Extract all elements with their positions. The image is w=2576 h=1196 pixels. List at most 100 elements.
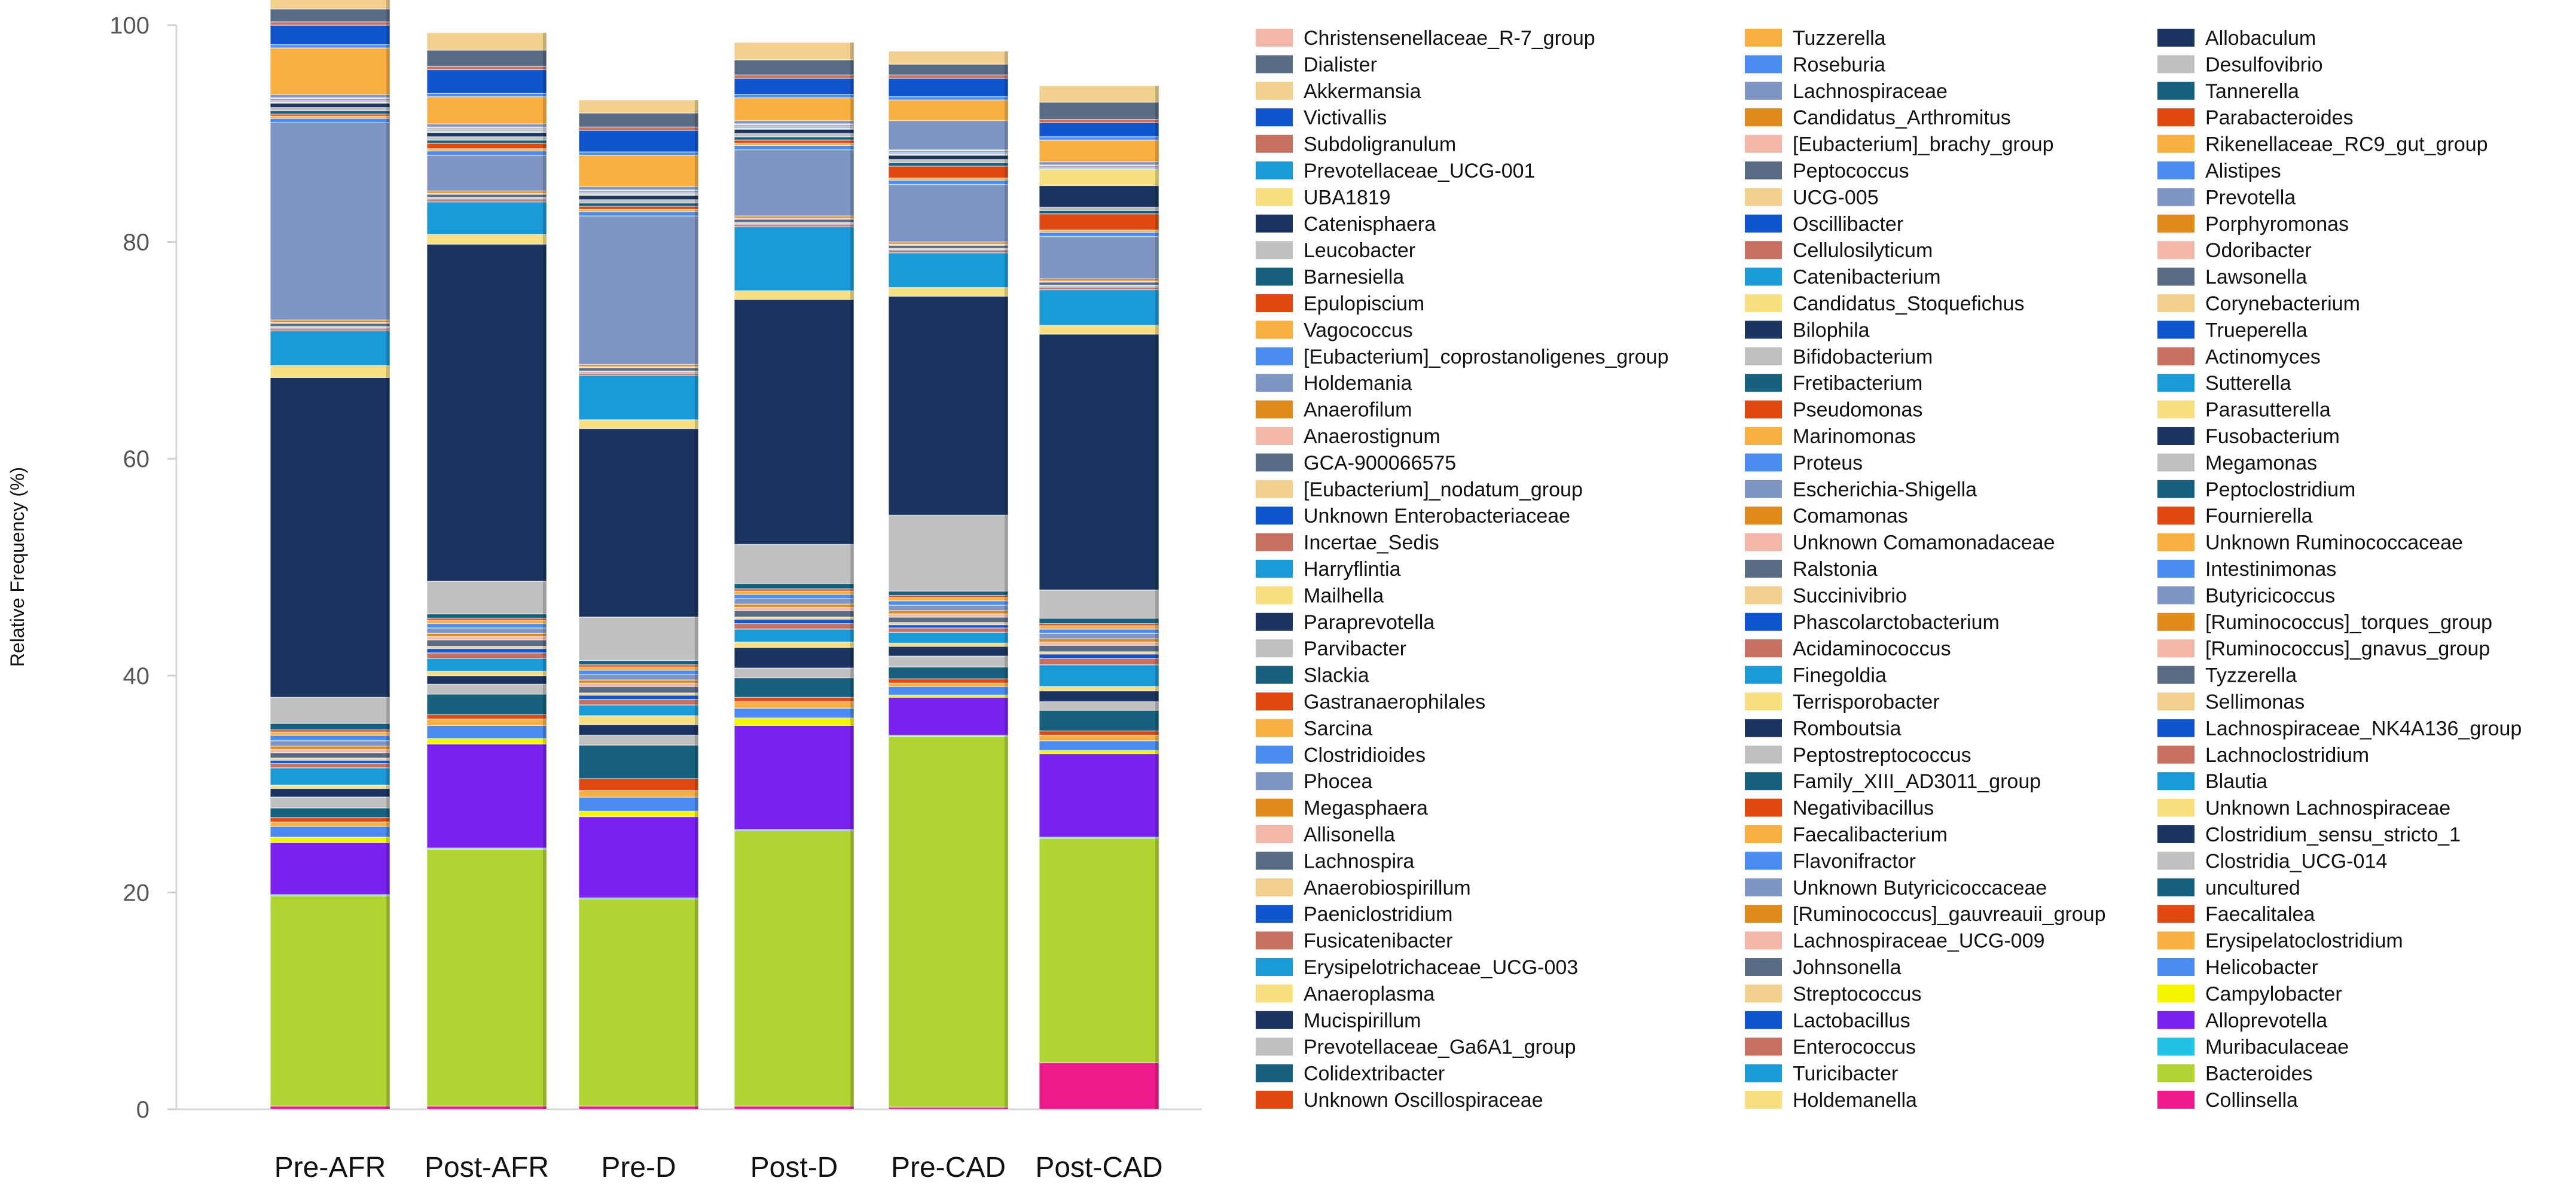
bar-segment [1039,753,1159,838]
y-tick-label: 0 [136,1097,149,1123]
legend-swatch [2157,241,2195,260]
bar-segment [426,658,547,672]
bar-segment [270,734,390,742]
legend-swatch [1256,55,1293,74]
legend-label: Finegoldia [1793,664,1887,687]
bar-segment [578,790,699,798]
legend-item: Muribaculaceae [2157,1036,2349,1058]
bar-segment [888,184,1009,243]
legend-swatch [2157,81,2195,100]
legend-item: Candidatus_Stoquefichus [1745,292,2025,315]
bar-segment [426,234,547,245]
bar-segment [734,590,854,595]
bar-segment [426,201,547,235]
legend-swatch [2157,507,2195,525]
bar-segment [578,816,699,899]
legend-item: Holdemania [1256,372,1412,395]
legend-swatch [1256,639,1293,658]
legend-label: Mucispirillum [1304,1009,1421,1032]
bar-segment [270,8,390,23]
bar-segment [270,322,390,327]
legend-label: Faecalibacterium [1793,823,1948,846]
bar-segment [734,610,854,618]
bar-segment [888,597,1009,602]
legend-label: Anaerofilum [1304,399,1412,422]
legend-item: [Ruminococcus]_gnavus_group [2157,637,2490,660]
legend-swatch [1256,507,1293,525]
legend-label: Bifidobacterium [1793,346,1933,368]
legend-swatch [2157,427,2195,445]
legend-label: Blautia [2205,770,2267,793]
legend-item: Fusicatenibacter [1256,930,1452,953]
legend-label: Fournierella [2205,505,2313,527]
bar-segment [888,514,1009,592]
legend-label: [Eubacterium]_nodatum_group [1304,478,1583,501]
legend-swatch [1256,400,1293,419]
bar-segment [734,641,854,648]
legend-item: Lawsonella [2157,266,2307,289]
legend-item: Lachnospira [1256,850,1414,872]
legend-label: Slackia [1304,664,1369,687]
bar-segment [1039,210,1159,215]
bar-segment [270,330,390,367]
legend-item: Unknown Ruminococcaceae [2157,532,2463,554]
legend-item: [Eubacterium]_brachy_group [1745,133,2054,156]
bar-segment [888,605,1009,611]
legend-swatch [1745,852,1782,870]
legend-swatch [1256,321,1293,339]
legend: Christensenellaceae_R-7_group Dialister Ak… [1256,27,2522,1112]
legend-label: Colidextribacter [1304,1063,1445,1085]
bar-segment [734,133,854,138]
legend-item: Prevotellaceae_Ga6A1_group [1256,1036,1576,1058]
legend-swatch [1256,984,1293,1003]
bar-segment [426,714,547,720]
legend-label: Anaerobiospirillum [1304,877,1471,899]
legend-label: Parvibacter [1304,637,1406,660]
bar-segment [888,617,1009,623]
legend-label: [Eubacterium]_brachy_group [1793,133,2054,156]
legend-label: Clostridia_UCG-014 [2205,850,2387,872]
bar-segment [1039,101,1159,120]
bar-segment [888,245,1009,249]
legend-label: Allisonella [1304,823,1395,846]
bar-segment [426,639,547,647]
legend-label: Megasphaera [1304,797,1428,820]
bar-segment [270,44,390,48]
legend-label: Johnsonella [1793,956,1902,979]
bar-segment [578,797,699,812]
legend-label: Lachnospira [1304,850,1414,872]
legend-item: Campylobacter [2157,983,2342,1005]
bar-segment [734,707,854,719]
legend-item: Slackia [1256,664,1369,687]
legend-item: Clostridioides [1256,744,1426,767]
legend-swatch [1256,666,1293,684]
legend-label: Victivallis [1304,106,1387,129]
legend-item: Corynebacterium [2157,292,2360,315]
bar-segment [888,162,1009,167]
legend-label: Campylobacter [2205,983,2342,1005]
bar-segment [578,1105,699,1110]
legend-swatch [2157,161,2195,179]
legend-swatch [1745,214,1782,233]
bar-segment [888,697,1009,736]
bar-segment [578,206,699,210]
bar-segment [734,226,854,291]
bar-stack [888,50,1009,1110]
bar-segment [578,151,699,156]
legend-item: Oscillibacter [1745,213,1903,236]
x-tick-label: Post-CAD [1035,1152,1162,1183]
bar-segment [888,655,1009,668]
legend-label: Phocea [1304,770,1372,793]
legend-swatch [1745,321,1782,339]
legend-swatch [1256,161,1293,179]
bar-stack [426,32,547,1110]
bar-segment [1039,118,1159,123]
legend-item: Odoribacter [2157,239,2312,262]
bar-segment [734,830,854,1107]
bar-segment [888,627,1009,633]
legend-label: Faecalitalea [2205,903,2315,926]
legend-swatch [1745,453,1782,472]
bar-segment [1039,231,1159,237]
bar-segment [426,136,547,141]
